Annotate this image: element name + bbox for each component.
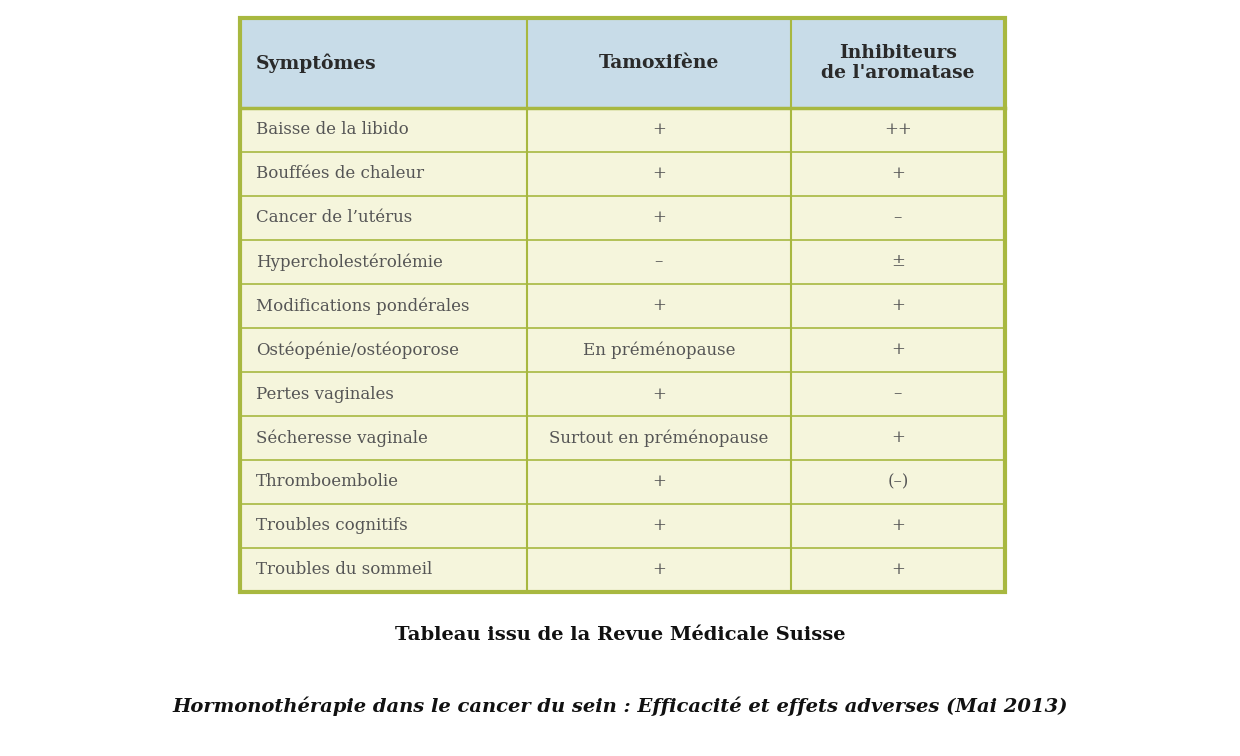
Text: Tableau issu de la Revue Médicale Suisse: Tableau issu de la Revue Médicale Suisse [394, 626, 846, 644]
Text: Bouffées de chaleur: Bouffées de chaleur [257, 166, 424, 182]
Text: (–): (–) [887, 473, 909, 491]
Text: Hormonothérapie dans le cancer du sein : Efficacité et effets adverses (Mai 2013: Hormonothérapie dans le cancer du sein :… [172, 696, 1068, 716]
Text: +: + [892, 298, 905, 314]
Bar [241, 284, 1004, 328]
Text: Troubles cognitifs: Troubles cognitifs [257, 518, 408, 534]
Text: +: + [892, 518, 905, 534]
Bar [241, 460, 1004, 504]
Bar [241, 548, 1004, 592]
Bar [241, 152, 1004, 196]
Text: Thromboembolie: Thromboembolie [257, 473, 399, 491]
Text: +: + [652, 518, 666, 534]
Text: Inhibiteurs
de l'aromatase: Inhibiteurs de l'aromatase [821, 44, 975, 82]
Text: ++: ++ [884, 122, 911, 138]
Text: Sécheresse vaginale: Sécheresse vaginale [257, 429, 428, 447]
Text: Cancer de l’utérus: Cancer de l’utérus [257, 209, 413, 227]
Text: ±: ± [892, 253, 905, 271]
Text: –: – [655, 253, 663, 271]
Text: Pertes vaginales: Pertes vaginales [257, 386, 394, 402]
Text: +: + [892, 342, 905, 358]
Bar [241, 196, 1004, 240]
Text: Surtout en préménopause: Surtout en préménopause [549, 429, 769, 447]
Text: +: + [652, 209, 666, 227]
Text: Symptômes: Symptômes [257, 53, 377, 73]
Text: Ostéopénie/ostéoporose: Ostéopénie/ostéoporose [257, 341, 459, 359]
Bar [241, 416, 1004, 460]
Text: Troubles du sommeil: Troubles du sommeil [257, 562, 433, 578]
Text: Tamoxifène: Tamoxifène [599, 54, 719, 72]
Bar [241, 328, 1004, 372]
Text: +: + [652, 562, 666, 578]
Text: +: + [892, 429, 905, 447]
Text: Hypercholestérolémie: Hypercholestérolémie [257, 253, 443, 271]
Text: +: + [652, 473, 666, 491]
Bar [241, 504, 1004, 548]
Text: –: – [894, 386, 901, 402]
Text: +: + [652, 386, 666, 402]
Text: Modifications pondérales: Modifications pondérales [257, 297, 470, 314]
Text: +: + [892, 562, 905, 578]
Text: –: – [894, 209, 901, 227]
Text: En préménopause: En préménopause [583, 341, 735, 359]
Bar [241, 108, 1004, 152]
Text: +: + [892, 166, 905, 182]
Text: +: + [652, 166, 666, 182]
Text: Baisse de la libido: Baisse de la libido [257, 122, 409, 138]
Bar [241, 240, 1004, 284]
Bar [241, 372, 1004, 416]
Text: +: + [652, 122, 666, 138]
Text: +: + [652, 298, 666, 314]
